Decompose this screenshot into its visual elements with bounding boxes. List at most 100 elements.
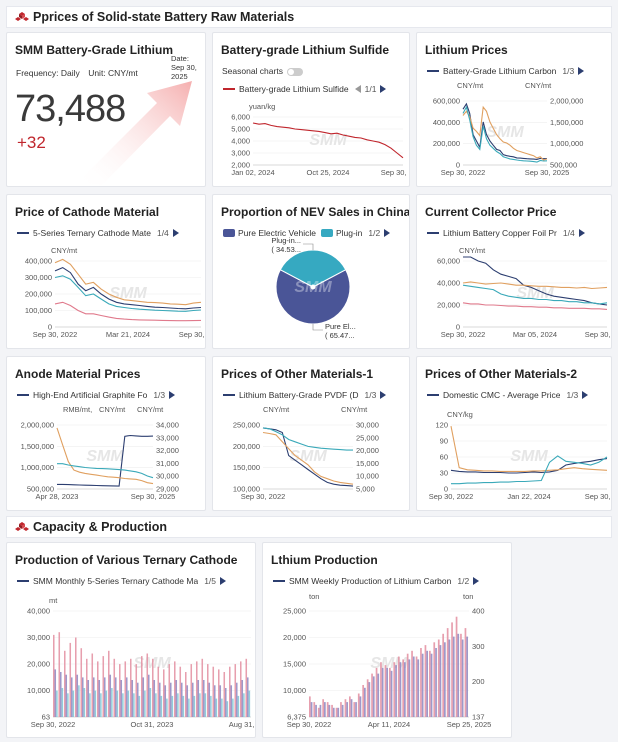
bar <box>67 693 69 717</box>
cube-cluster-icon <box>15 522 29 531</box>
bar <box>207 664 209 717</box>
bar <box>234 664 237 717</box>
seasonal-toggle[interactable] <box>286 67 303 76</box>
series-line <box>462 284 608 305</box>
y-unit-label: yuan/kg <box>249 102 275 111</box>
bar <box>58 632 61 717</box>
leader-line <box>303 243 314 250</box>
ternary-production-card[interactable]: Production of Various Ternary Cathode SM… <box>6 542 256 738</box>
series-line <box>462 105 548 161</box>
other1-card[interactable]: Prices of Other Materials-1 Lithium Batt… <box>212 356 410 511</box>
lithium-production-card[interactable]: Lthium Production SMM Weekly Production … <box>262 542 512 738</box>
bar <box>197 680 200 717</box>
next-page-icon[interactable] <box>473 577 480 585</box>
series-line <box>54 266 202 310</box>
bar <box>232 698 234 717</box>
x-tick-label: Jan 22, 2024 <box>507 492 550 501</box>
y-tick-label: 150,000 <box>233 463 260 472</box>
card-title: Prices of Other Materials-2 <box>425 367 578 381</box>
bar <box>159 682 161 717</box>
legend-swatch <box>17 232 29 234</box>
bar <box>390 670 393 717</box>
bar <box>337 707 340 717</box>
bar <box>155 693 157 717</box>
bar <box>344 699 347 717</box>
next-page-icon[interactable] <box>384 229 391 237</box>
next-page-icon[interactable] <box>169 391 176 399</box>
bar <box>377 673 380 717</box>
x-tick-label: Mar 21, 2024 <box>106 330 150 339</box>
y-tick-label: 32,000 <box>156 446 179 455</box>
y-unit-label: CNY/kg <box>447 410 473 419</box>
y-tick-label: 5,000 <box>231 125 250 134</box>
nev-card[interactable]: Proportion of NEV Sales in China Pure El… <box>212 194 410 349</box>
series-line <box>451 455 608 485</box>
other2-card[interactable]: Prices of Other Materials-2 Domestic CMC… <box>416 356 612 511</box>
bar <box>341 704 344 717</box>
chart-legend: Lithium Battery Copper Foil Pr 1/4 <box>427 228 585 238</box>
bar <box>247 677 249 717</box>
y-tick-label: 10,000 <box>356 472 379 481</box>
slice-name: Pure El... <box>325 322 356 331</box>
next-page-icon[interactable] <box>172 229 179 237</box>
next-page-icon[interactable] <box>578 67 585 75</box>
bar <box>451 622 453 717</box>
prev-page-icon[interactable] <box>354 85 361 93</box>
series-line <box>54 258 202 306</box>
lithium-sulfide-card[interactable]: Battery-grade Lithium Sulfide Seasonal c… <box>212 32 410 187</box>
bar <box>93 677 95 717</box>
y-unit-label: CNY/mt <box>459 246 486 255</box>
bar <box>424 645 427 717</box>
lithium-price-card[interactable]: SMM Battery-Grade Lithium Frequency: Dai… <box>6 32 206 187</box>
bar <box>375 667 378 717</box>
lithium-prices-card[interactable]: Lithium Prices Battery-Grade Lithium Car… <box>416 32 612 187</box>
bar <box>53 634 55 717</box>
section-header-prices: Pprices of Solid-state Battery Raw Mater… <box>6 6 612 28</box>
bar <box>78 685 80 717</box>
legend-page: 1/1 <box>364 84 377 94</box>
x-tick-label: Mar 05, 2024 <box>513 330 557 339</box>
bar <box>368 682 371 717</box>
y-unit-label: CNY/mt <box>457 81 484 90</box>
unit-value: CNY/mt <box>108 68 138 78</box>
bar <box>65 674 68 717</box>
next-page-icon[interactable] <box>582 391 589 399</box>
bar <box>372 676 375 717</box>
bar <box>464 628 467 717</box>
bar <box>362 685 365 717</box>
bar <box>355 702 357 717</box>
next-page-icon[interactable] <box>220 577 227 585</box>
bar <box>119 664 121 717</box>
legend-swatch <box>427 70 439 72</box>
y-tick-label: 10,000 <box>27 686 50 695</box>
y-tick-label: 90 <box>440 437 448 446</box>
bar <box>171 695 174 717</box>
x-tick-label: Jan 02, 2024 <box>231 168 274 177</box>
legend-page: 1/3 <box>364 390 377 400</box>
bar <box>124 661 127 717</box>
bar <box>442 633 445 717</box>
x-tick-label: Sep 30, 2022 <box>33 330 78 339</box>
x-tick-label: Sep 30, 2025 <box>179 330 206 339</box>
bar <box>98 680 101 717</box>
seasonal-toggle-row[interactable]: Seasonal charts <box>222 66 303 76</box>
y-tick-label: 1,000,000 <box>21 463 54 472</box>
bar <box>142 677 145 717</box>
series-line <box>54 275 202 312</box>
bar <box>214 685 216 717</box>
collector-card[interactable]: Current Collector Price Lithium Battery … <box>416 194 612 349</box>
next-page-icon[interactable] <box>380 85 387 93</box>
y-unit-label: mt <box>49 596 58 605</box>
next-page-icon[interactable] <box>578 229 585 237</box>
legend-page: 1/2 <box>457 576 470 586</box>
next-page-icon[interactable] <box>380 391 387 399</box>
bar <box>115 677 117 717</box>
cathode-card[interactable]: Price of Cathode Material 5-Series Terna… <box>6 194 206 349</box>
anode-card[interactable]: Anode Material Prices High-End Artificia… <box>6 356 206 511</box>
chart-legend: Battery-grade Lithium Sulfide 1/1 <box>223 84 387 94</box>
chart-legend: Domestic CMC - Average Price 1/3 <box>427 390 589 400</box>
bar <box>105 690 108 717</box>
bar <box>439 645 442 717</box>
